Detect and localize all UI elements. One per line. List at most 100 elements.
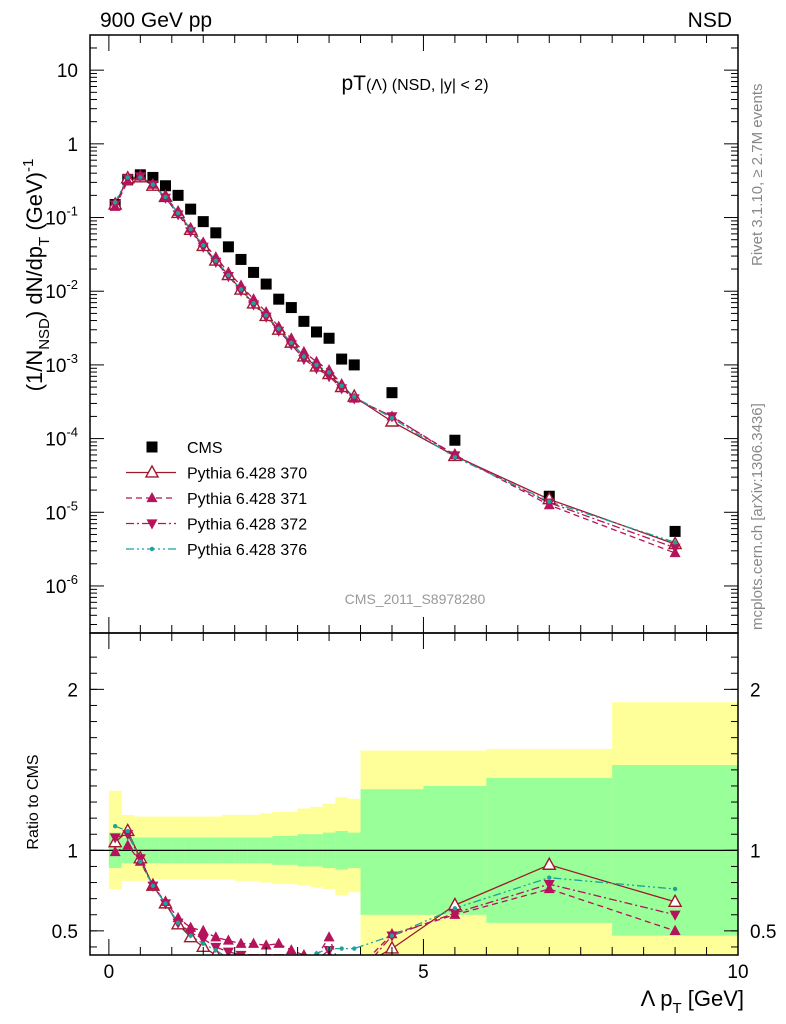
ratio-point-p371 [336,965,347,975]
main-point-p371 [323,364,335,375]
y-tick-base: 10 [45,282,66,303]
main-point-p372 [260,312,272,323]
ratio-point-p376 [201,941,206,946]
ratio-point-p370 [248,966,260,977]
x-label-sub: T [672,1000,681,1017]
main-point-p376 [339,383,344,389]
ratio-point-p372 [449,909,461,920]
main-point-p376 [226,272,231,278]
ratio-point-p376 [547,875,552,880]
ratio-point-p370 [235,963,247,974]
main-point-cms [669,525,681,537]
main-point-p376 [138,175,143,180]
rivet-side-label: Rivet 3.1.10, ≥ 2.7M events [749,84,766,267]
y-tick-label: 10-4 [45,425,78,451]
main-point-cms [273,293,285,305]
ratio-point-p372 [543,880,555,891]
main-point-p376 [452,454,458,460]
legend-entry-cms: CMS [146,440,223,457]
ratio-point-p376 [302,956,306,960]
ratio-point-p376 [289,964,293,968]
main-point-cms [248,266,260,278]
legend-entry-p376: Pythia 6.428 376 [126,542,307,559]
y-tick-base: 10 [45,209,66,230]
main-point-p376 [352,394,357,399]
ratio-point-p372 [349,975,360,985]
legend: CMS Pythia 6.428 370 Pythia 6.428 371 Pythi… [126,440,307,559]
ratio-point-p376 [150,883,156,888]
ratio-y-tick-label-left: 1 [67,841,78,862]
main-point-p376 [672,540,678,545]
y-tick-label: 10-6 [45,572,78,598]
y-tick-exp: -1 [66,204,78,219]
ratio-point-p371 [669,924,681,935]
main-point-p376 [175,210,181,216]
legend-label-cms: CMS [187,440,223,457]
ratio-point-p371 [109,845,121,857]
main-point-p376 [547,499,552,504]
legend-entry-p370: Pythia 6.428 370 [126,464,307,483]
y-tick-exp: -3 [66,351,78,366]
ratio-point-p371 [285,944,297,955]
analysis-watermark: CMS_2011_S8978280 [345,591,486,607]
main-point-cms [449,434,461,446]
ratio-point-p370 [228,954,229,955]
y-tick-exp: -2 [66,277,78,292]
main-point-p376 [163,194,168,200]
ratio-point-p370 [298,973,310,984]
main-point-cms [298,315,310,327]
ratio-point-p370 [310,969,322,980]
ratio-point-p376 [352,946,357,951]
main-point-p372 [336,384,348,395]
ratio-point-p372 [185,928,197,939]
main-point-p376 [201,243,206,248]
ratio-point-p376 [226,956,230,960]
x-tick-label: 0 [104,962,115,983]
ratio-point-p376 [138,859,143,864]
main-point-cms [222,241,234,253]
ratio-point-p372 [286,959,297,969]
ratio-point-p371 [210,931,222,942]
ratio-point-p372 [298,959,309,969]
ratio-point-p371 [300,948,308,955]
main-point-p372 [348,394,360,405]
ratio-point-p371 [248,937,260,948]
legend-label-p370: Pythia 6.428 370 [187,466,307,483]
ratio-point-p372 [336,975,347,985]
legend-marker-cms [146,441,158,453]
ratio-point-p372 [122,830,134,841]
main-point-p372 [248,300,260,311]
main-point-p376 [251,300,256,306]
ratio-point-p372 [109,833,121,844]
y-tick-label: 10-2 [45,277,78,303]
ratio-point-p376 [452,906,458,911]
main-point-p372 [669,543,681,554]
x-tick-label: 10 [727,962,748,983]
main-point-p376 [301,354,307,359]
y-tick-label: 10 [57,61,78,82]
main-point-p376 [112,200,118,205]
ratio-point-p372 [222,947,234,955]
header-right-label: NSD [688,9,732,32]
y-tick-label: 1 [67,135,78,156]
main-point-p372 [310,364,322,375]
ratio-point-p372 [210,942,222,953]
y-tick-exp: -6 [66,572,78,587]
main-point-cms [260,278,272,290]
ratio-y-tick-label-left: 2 [67,680,78,701]
main-point-cms [310,326,322,338]
header-left-label: 900 GeV pp [100,9,212,32]
y-tick-exp: -4 [66,425,78,440]
ratio-point-p376 [389,933,395,938]
ratio-panel-frame [89,632,739,956]
main-point-p372 [298,354,310,366]
ratio-series-group [107,822,683,985]
y-tick-base: 10 [45,577,66,598]
y-tick-base: 10 [57,61,78,82]
ratio-point-p371 [222,934,234,945]
main-point-cms [159,180,171,192]
ratio-point-p372 [235,950,247,955]
main-y-axis-label: (1/NNSD) dN/dpT (GeV)-1 [20,159,53,392]
main-point-cms [336,353,348,365]
